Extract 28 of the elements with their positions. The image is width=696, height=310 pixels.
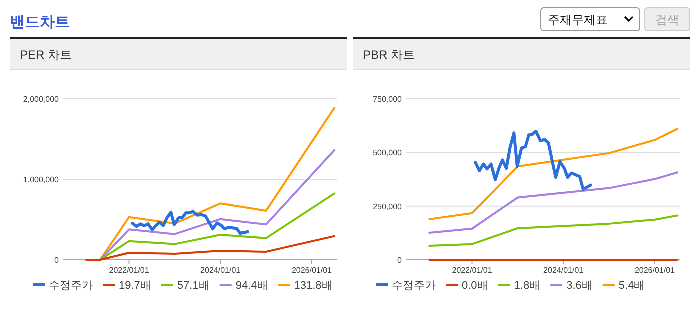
legend-label: 57.1배 — [177, 280, 210, 292]
x-tick-label: 2026/01/01 — [292, 266, 333, 275]
legend-label: 3.6배 — [566, 280, 593, 292]
x-tick-label: 2026/01/01 — [634, 266, 676, 275]
text: 밴드차트 — [10, 14, 70, 31]
x-tick-label: 2024/01/01 — [544, 266, 584, 275]
legend-label: 1.8배 — [514, 280, 541, 292]
y-tick-label: 0 — [54, 256, 60, 265]
legend-label: 수정주가 — [49, 280, 93, 292]
x-tick-label: 2024/01/01 — [200, 266, 242, 275]
y-tick-label: 500,000 — [373, 148, 403, 158]
y-tick-label: 1,000,000 — [23, 176, 60, 184]
select: 주재무제표 — [540, 8, 640, 32]
y-tick-label: 2,000,000 — [23, 95, 60, 104]
legend-label: 0.0배 — [462, 280, 488, 292]
y-tick-label: 0 — [398, 256, 403, 265]
legend-label: 131.8배 — [294, 280, 333, 292]
x-tick-label: 2022/01/01 — [452, 266, 493, 275]
legend-label: 19.7배 — [119, 280, 152, 292]
chart-title: PER 차트 — [20, 48, 72, 62]
button: 검색 — [644, 8, 690, 32]
chart-title: PBR 차트 — [363, 48, 416, 62]
legend-label: 94.4배 — [236, 280, 268, 292]
y-tick-label: 250,000 — [373, 202, 403, 212]
x-tick-label: 2022/01/01 — [109, 266, 150, 275]
legend-label: 5.4배 — [618, 280, 646, 292]
y-tick-label: 750,000 — [373, 95, 403, 104]
legend-label: 수정주가 — [392, 280, 436, 292]
